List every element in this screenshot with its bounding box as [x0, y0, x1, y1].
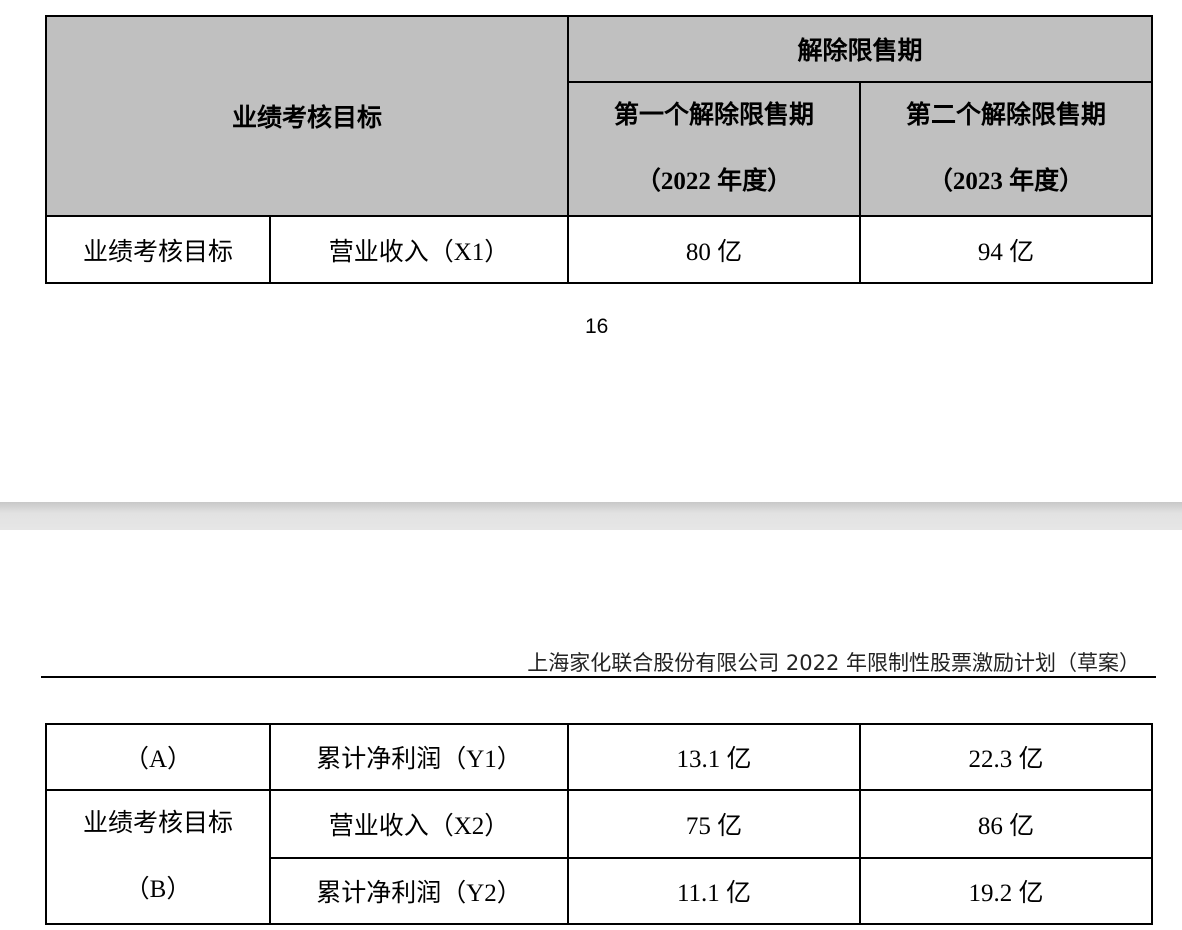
row-value-2022: 11.1 亿: [567, 857, 861, 925]
row-value-2023: 22.3 亿: [859, 723, 1153, 791]
page-number: 16: [585, 315, 609, 338]
header-rule: [41, 676, 1156, 678]
performance-target-table-page2: （A） 累计净利润（Y1） 13.1 亿 22.3 亿 业绩考核目标 （B） 营…: [45, 723, 1153, 925]
row-value-2023: 86 亿: [859, 789, 1153, 859]
row-value-2022: 80 亿: [567, 215, 862, 284]
period-1-title: 第一个解除限售期: [614, 102, 815, 129]
header-performance-target: 业绩考核目标: [44, 15, 570, 217]
table-row: 累计净利润（Y2） 11.1 亿 19.2 亿: [46, 857, 1153, 925]
row-metric: 累计净利润（Y1）: [269, 723, 569, 791]
row-metric: 累计净利润（Y2）: [269, 857, 569, 925]
group-b-line2: （B）: [124, 876, 192, 903]
performance-target-table-page1: 业绩考核目标 解除限售期 第一个解除限售期 （2022 年度） 第二个解除限售期…: [44, 15, 1154, 284]
row-metric: 营业收入（X2）: [269, 789, 569, 859]
table-row: （A） 累计净利润（Y1） 13.1 亿 22.3 亿: [45, 723, 1153, 791]
table-row: 业绩考核目标 营业收入（X1） 80 亿 94 亿: [45, 215, 1154, 284]
group-a: （A）: [45, 723, 271, 791]
row-value-2023: 94 亿: [859, 215, 1154, 284]
header-period-2: 第二个解除限售期 （2023 年度）: [859, 81, 1154, 217]
row-value-2023: 19.2 亿: [859, 857, 1153, 925]
group-b-line1: 业绩考核目标: [82, 810, 233, 837]
period-2-title: 第二个解除限售期: [906, 102, 1107, 129]
row-value-2022: 75 亿: [567, 789, 861, 859]
header-period-1: 第一个解除限售期 （2022 年度）: [567, 81, 862, 217]
running-header: 上海家化联合股份有限公司 2022 年限制性股票激励计划（草案）: [527, 651, 1140, 675]
row-value-2022: 13.1 亿: [567, 723, 861, 791]
group-b: 业绩考核目标 （B）: [45, 789, 271, 925]
page-separator: [0, 502, 1182, 530]
period-2-year: （2023 年度）: [927, 168, 1085, 195]
row-group: 业绩考核目标: [45, 215, 271, 284]
period-1-year: （2022 年度）: [635, 168, 793, 195]
table-row: 业绩考核目标 （B） 营业收入（X2） 75 亿 86 亿: [45, 789, 1153, 925]
header-unlock-period: 解除限售期: [567, 15, 1154, 83]
row-metric: 营业收入（X1）: [268, 215, 570, 284]
